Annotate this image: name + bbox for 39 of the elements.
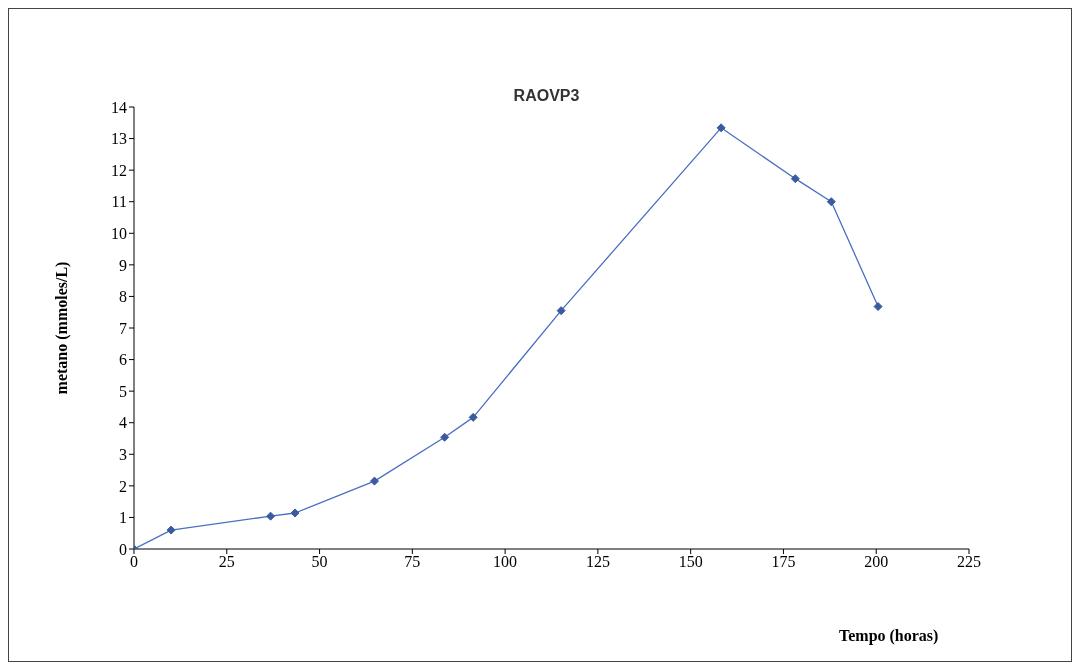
x-tick-label: 75 <box>404 553 421 571</box>
y-tick-label: 2 <box>119 477 127 495</box>
chart-title: RAOVP3 <box>513 87 580 104</box>
x-tick-label: 150 <box>678 553 703 571</box>
y-tick-label: 4 <box>119 414 127 432</box>
x-tick-label: 125 <box>585 553 610 571</box>
y-tick-label: 6 <box>119 351 127 369</box>
point <box>266 511 276 521</box>
y-tick-label: 13 <box>111 130 127 148</box>
y-tick-label: 8 <box>119 288 127 306</box>
point <box>826 197 836 207</box>
x-axis-title: Tempo (horas) <box>839 627 939 645</box>
y-tick-label: 11 <box>111 193 127 211</box>
y-tick-label: 10 <box>111 224 127 242</box>
y-tick-label: 3 <box>119 445 127 463</box>
y-tick-label: 0 <box>119 540 127 558</box>
x-tick-label: 200 <box>864 553 889 571</box>
point <box>716 123 726 133</box>
y-tick-label: 7 <box>119 319 127 337</box>
point <box>790 174 800 184</box>
point <box>166 525 176 535</box>
point <box>556 306 566 316</box>
point <box>369 476 379 486</box>
point <box>440 432 450 442</box>
y-tick-label: 9 <box>119 256 127 274</box>
y-axis-title: metano (mmoles/L) <box>52 261 71 395</box>
y-tick-label: 14 <box>111 98 127 116</box>
point <box>873 302 883 312</box>
x-tick-label: 175 <box>771 553 796 571</box>
y-tick-label: 12 <box>111 161 127 179</box>
x-tick-label: 225 <box>957 553 981 571</box>
y-tick-label: 1 <box>119 509 127 527</box>
point <box>468 412 478 422</box>
x-tick-label: 25 <box>218 553 235 571</box>
x-tick-label: 0 <box>130 553 138 571</box>
x-tick-label: 100 <box>493 553 518 571</box>
x-tick-label: 50 <box>311 553 328 571</box>
point <box>290 508 300 518</box>
y-tick-label: 5 <box>119 382 127 400</box>
